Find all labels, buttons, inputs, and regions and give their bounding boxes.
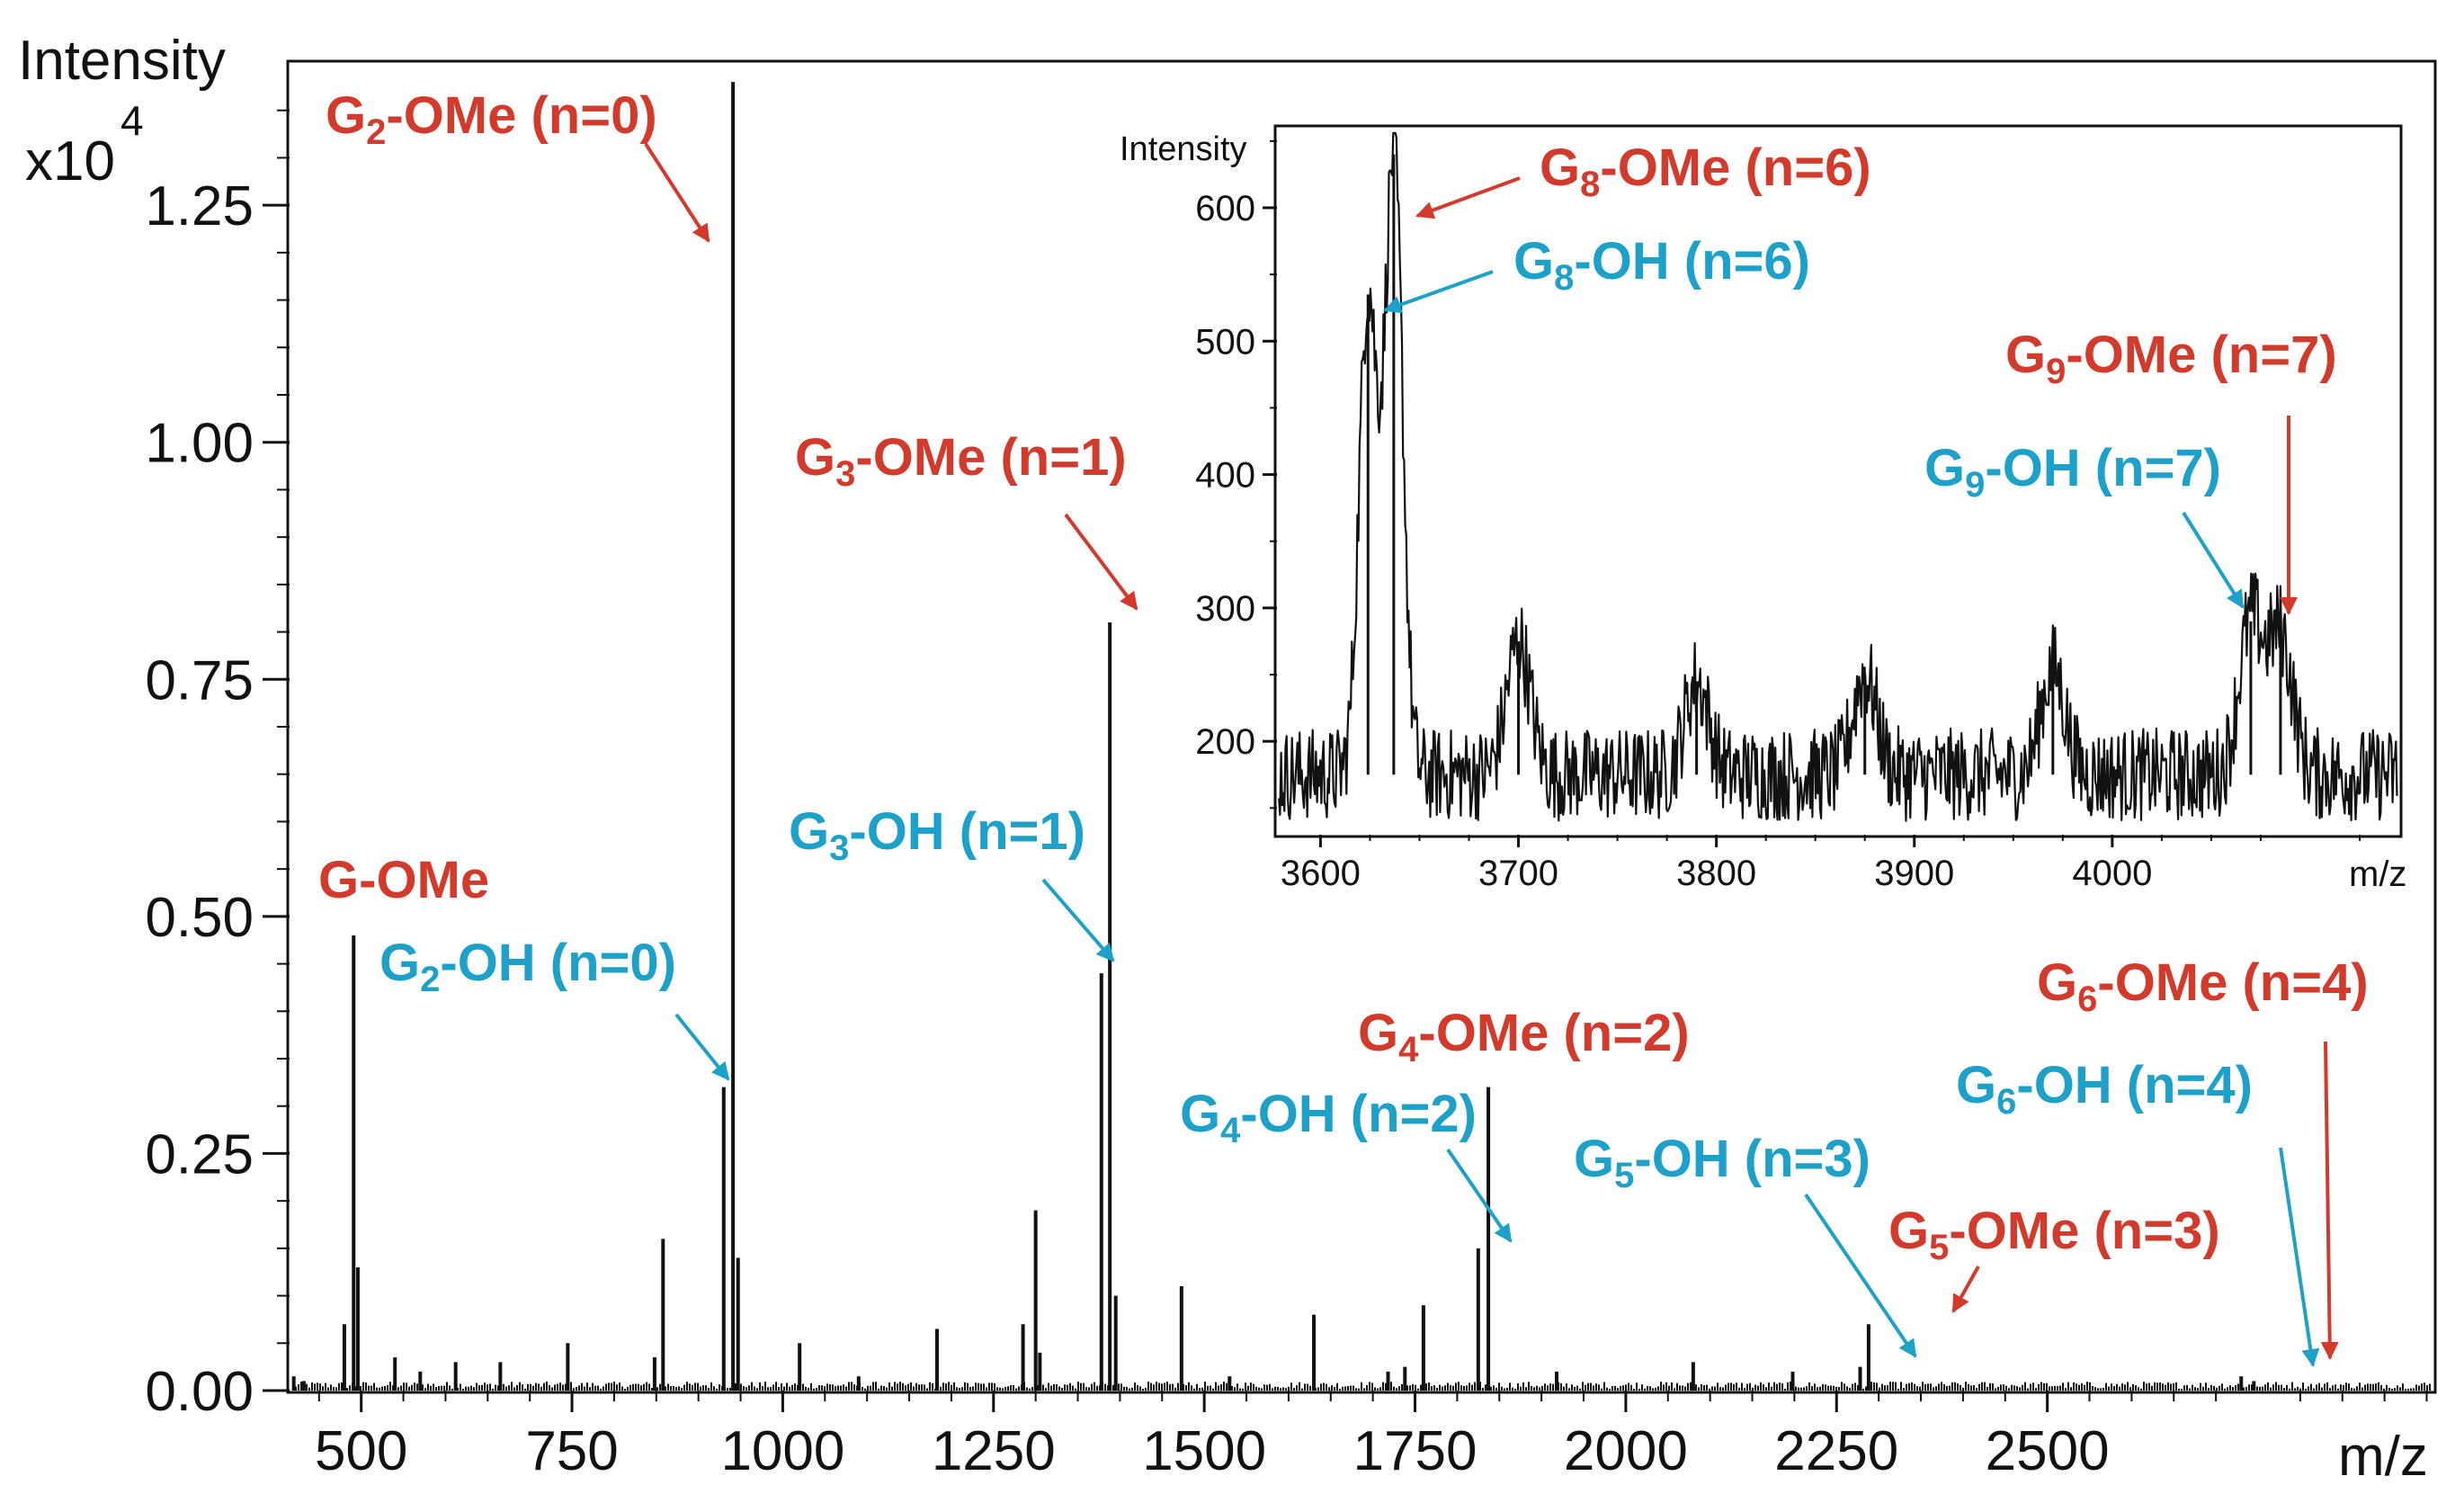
x-axis-label: m/z [2338,1426,2428,1488]
annotation-arrows [644,142,2339,1367]
label-g8-ome: G8-OMe (n=6) [1540,139,1871,204]
label-g6-ome: G6-OMe (n=4) [2037,953,2369,1019]
inset-spectrum [1278,131,2398,822]
annotation-labels: G-OMe G2-OMe (n=0) G2-OH (n=0) G3-OMe (n… [318,86,2369,1267]
inset-x-tick-label: 3700 [1478,854,1558,893]
y-tick-label: 1.00 [145,413,254,475]
inset-x-tick-label: 4000 [2072,854,2152,893]
inset-frame [1273,124,2403,838]
inset-x-tick-label: 3800 [1676,854,1756,893]
x-tick-label: 1250 [932,1420,1056,1482]
inset-trace [1278,131,2398,822]
y-axis-scale-exp: 4 [121,97,144,144]
inset-y-tick-label: 200 [1195,722,1255,762]
main-axis-ticks: 0.00 0.25 0.50 0.75 1.00 1.25 500 750 1000 1250 15… [145,109,2428,1482]
inset-y-tick-label: 500 [1195,322,1255,362]
x-tick-label: 500 [315,1420,407,1482]
x-tick-label: 750 [525,1420,618,1482]
label-g5-ome: G5-OMe (n=3) [1888,1202,2220,1267]
y-axis-label: Intensity [18,30,226,92]
arrow-g3-oh [1041,878,1115,962]
inset-axis-ticks: 200 300 400 500 600 3600 3700 3800 3900 4000 [1195,139,2361,893]
x-tick-label: 2500 [1986,1420,2110,1482]
x-tick-label: 1000 [720,1420,844,1482]
x-tick-label: 2000 [1564,1420,1688,1482]
label-g2-oh: G2-OH (n=0) [379,934,676,999]
label-g2-ome: G2-OMe (n=0) [326,86,657,152]
arrow-g2-oh [674,1013,730,1081]
arrow-g3-ome [1064,513,1138,611]
inset-y-tick-label: 600 [1195,189,1255,228]
y-tick-label: 0.75 [145,649,254,711]
arrow-g5-ome [1951,1266,1980,1313]
label-g8-oh: G8-OH (n=6) [1513,232,1810,298]
inset-x-tick-label: 3900 [1874,854,1954,893]
arrow-g5-oh [1804,1193,1917,1358]
arrow-g6-ome [2320,1041,2339,1360]
y-tick-label: 0.00 [145,1361,254,1423]
arrow-g8-oh [1383,270,1494,314]
main-spectrum [291,82,2431,1391]
x-tick-label: 1750 [1353,1420,1478,1482]
arrow-g2-ome [644,142,710,243]
label-g4-ome: G4-OMe (n=2) [1358,1004,1690,1069]
y-tick-label: 0.25 [145,1123,254,1185]
label-g-ome: G-OMe [318,851,489,909]
label-g9-oh: G9-OH (n=7) [1924,439,2221,505]
y-tick-label: 1.25 [145,175,254,237]
label-g9-ome: G9-OMe (n=7) [2005,326,2337,391]
arrow-g8-ome [1415,176,1521,219]
x-tick-label: 1500 [1142,1420,1266,1482]
main-baseline-noise [292,1382,2431,1391]
inset-y-tick-label: 400 [1195,456,1255,496]
arrow-g9-oh [2182,511,2245,609]
y-axis-scale-base: x10 [25,130,115,192]
inset-x-axis-label: m/z [2349,854,2406,894]
label-g6-oh: G6-OH (n=4) [1956,1056,2253,1122]
inset-x-tick-label: 3600 [1281,854,1361,893]
arrow-g6-oh [2279,1147,2320,1367]
label-g3-oh: G3-OH (n=1) [789,802,1085,868]
label-g3-ome: G3-OMe (n=1) [795,428,1127,494]
y-tick-label: 0.50 [145,887,254,949]
label-g4-oh: G4-OH (n=2) [1180,1085,1477,1150]
x-tick-label: 2250 [1774,1420,1898,1482]
label-g5-oh: G5-OH (n=3) [1574,1130,1870,1195]
inset-y-axis-label: Intensity [1120,130,1247,168]
inset-y-tick-label: 300 [1195,589,1255,629]
arrow-g4-oh [1446,1148,1513,1243]
